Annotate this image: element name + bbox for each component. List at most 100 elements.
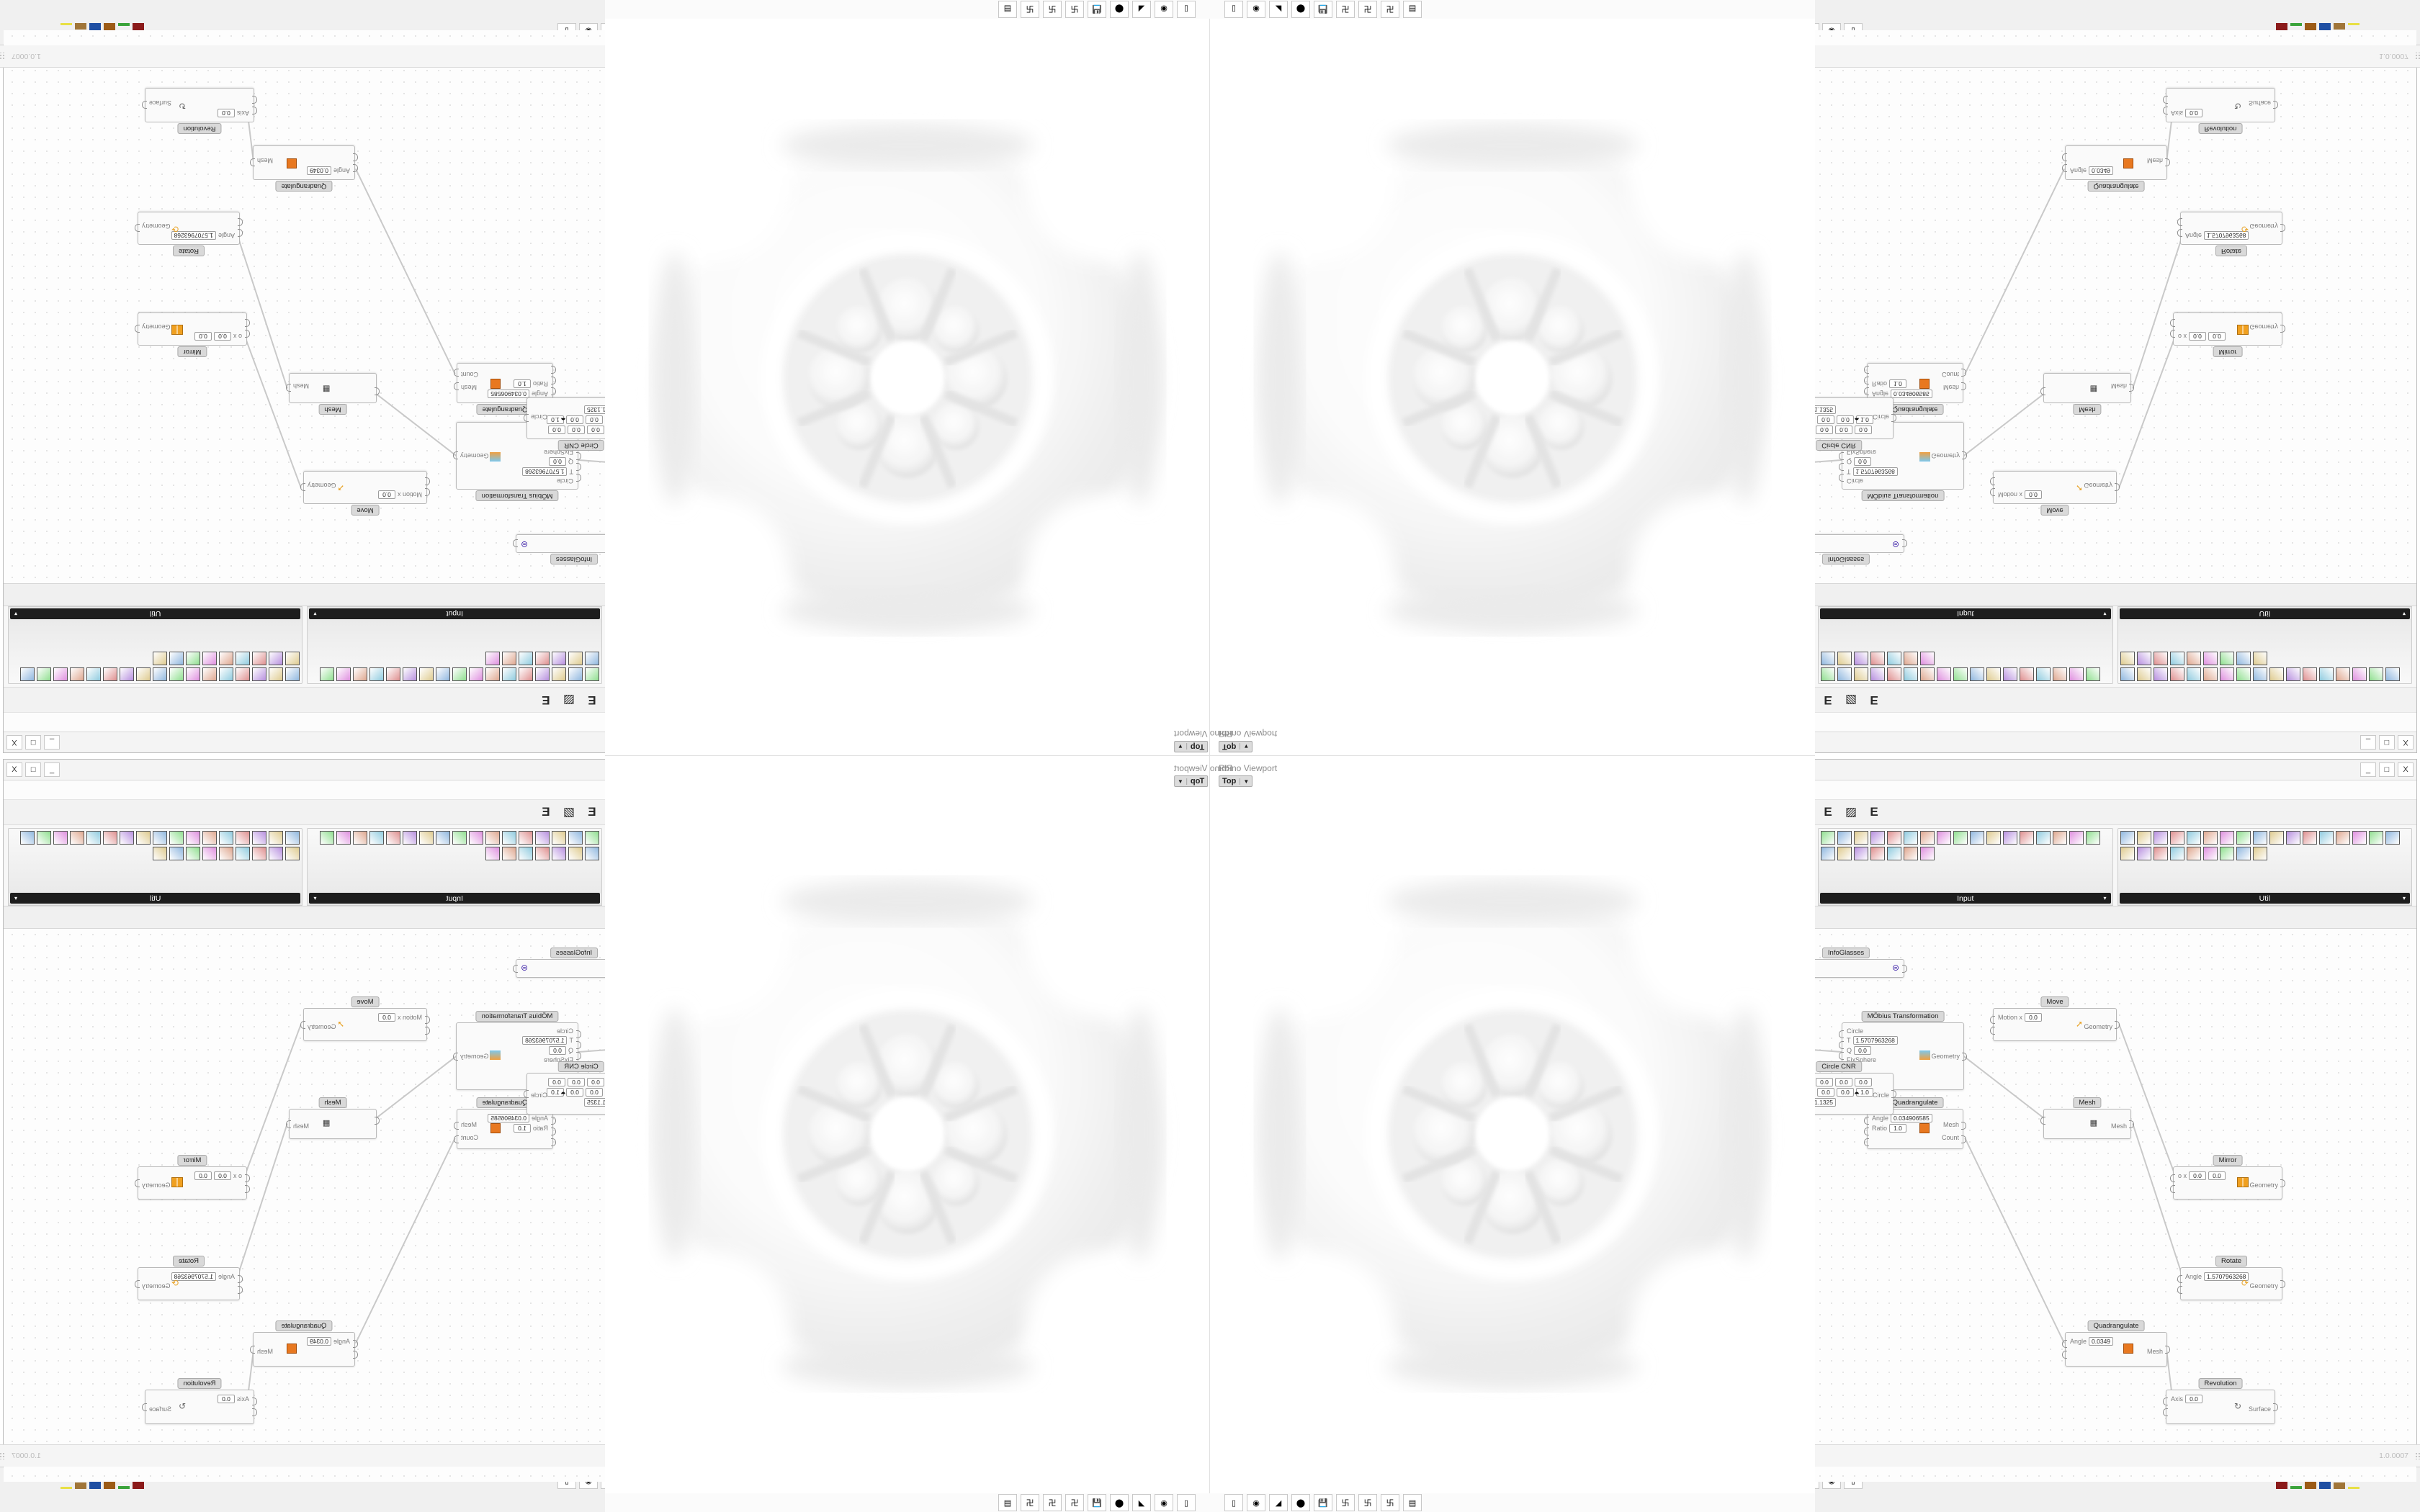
theme-blue-icon[interactable]: ◕ — [1662, 590, 1667, 600]
gh-component[interactable]: Quadrangulate Angle 0.0349 Mesh — [2062, 145, 2170, 192]
palette-item-primitive-18[interactable]: ✶ — [867, 651, 883, 666]
input-port[interactable] — [1131, 279, 1136, 287]
param-value[interactable]: 0.0 — [931, 510, 949, 519]
palette-item-primitive-8[interactable]: ⊞ — [1654, 830, 1670, 845]
input-port[interactable] — [1252, 1275, 1258, 1283]
palette-item-input-19[interactable] — [551, 846, 567, 861]
component-name[interactable]: Tangent Arcs — [1521, 247, 1573, 258]
palette-item-input-2[interactable] — [1853, 667, 1869, 682]
palette-item-util-11[interactable] — [103, 667, 119, 682]
preview-eye-icon[interactable]: ◉ — [1350, 912, 1359, 922]
palette-item-geometry-9[interactable]: ❋ — [1034, 667, 1049, 682]
theme-green-icon[interactable]: ◓ — [789, 912, 794, 922]
addon-a2-tab[interactable]: A — [864, 693, 874, 707]
gh-component[interactable]: Quadrangulate Angle 0.034906585 Ratio 1.0 Mes… — [454, 1097, 556, 1149]
gh-component[interactable]: Radians Degrees 90.0 ʳ Radians — [1291, 104, 1394, 134]
addon-grid-tab[interactable]: ▦ — [1660, 805, 1673, 819]
component-name[interactable]: Arc — [1052, 318, 1075, 328]
component-name[interactable]: Merge — [1732, 1421, 1764, 1432]
palette-item-util-2[interactable] — [252, 830, 268, 845]
param-value[interactable]: 0.0 — [217, 109, 235, 117]
input-port[interactable] — [252, 1398, 257, 1405]
palette-item-input-0[interactable] — [1820, 667, 1836, 682]
output-port[interactable] — [992, 292, 997, 300]
input-port[interactable] — [1137, 1346, 1142, 1354]
param-value[interactable]: 0.0 — [585, 1088, 603, 1097]
scissors-icon[interactable]: ✕ — [1520, 590, 1528, 600]
output-port[interactable] — [1385, 1349, 1390, 1357]
input-port[interactable] — [238, 229, 243, 237]
palette-item-primitive-14[interactable]: Ⓐ — [1753, 667, 1769, 682]
input-port[interactable] — [1615, 1318, 1621, 1326]
palette-item-input-4[interactable] — [1886, 830, 1902, 845]
gh-component[interactable]: Merge D1 D2 D3 D4 D5 ✦ Result — [1458, 1097, 1523, 1176]
output-port[interactable] — [300, 483, 305, 491]
param-value[interactable]: 0.0 — [194, 1171, 212, 1180]
palette-item-geometry-16[interactable]: Ⓓ — [918, 667, 933, 682]
addon-leaf-tab[interactable]: ◈ — [910, 693, 920, 707]
gh-component[interactable]: Rotate Angle 1.5707963268 ⟳ Geometry — [2177, 212, 2285, 256]
palette-item-input-12[interactable] — [385, 830, 401, 845]
palette-item-primitive-2[interactable]: Ⓐ — [1554, 830, 1570, 845]
input-port[interactable] — [238, 1275, 243, 1283]
output-port[interactable] — [711, 1374, 716, 1382]
palette-item-primitive-22[interactable]: ⌾ — [1604, 846, 1620, 861]
component-name[interactable]: Geometry — [822, 368, 864, 379]
red-stop-icon[interactable]: ⬤ — [1291, 1494, 1310, 1511]
palette-item-primitive-8[interactable]: ⊞ — [751, 830, 767, 845]
palette-item-util-14[interactable] — [53, 830, 69, 845]
addon-d-tab[interactable]: D — [1754, 693, 1764, 707]
maze-c-icon[interactable]: 卍 — [1336, 1494, 1355, 1511]
palette-item-geometry-13[interactable]: ⊞ — [967, 830, 983, 845]
palette-item-geometry-4[interactable]: ◈ — [1116, 830, 1132, 845]
palette-item-input-15[interactable] — [2069, 830, 2084, 845]
transform-tab[interactable]: ℮ — [1410, 693, 1419, 707]
gh-component[interactable]: Revolution Axis 0.0 ↻ Surface — [142, 1378, 257, 1424]
param-value[interactable]: 0.0 — [1337, 1133, 1355, 1141]
addon-bloom-tab[interactable]: ❁ — [1523, 805, 1534, 819]
palette-item-primitive-1[interactable]: ⬢ — [867, 667, 883, 682]
input-port[interactable] — [1864, 1117, 1869, 1125]
palette-item-geometry-23[interactable]: ✶ — [1083, 846, 1099, 861]
palette-item-input-18[interactable] — [568, 651, 583, 666]
input-port[interactable] — [238, 218, 243, 226]
component-name[interactable]: Circle CNR — [1040, 1029, 1086, 1040]
param-value[interactable]: 0.0 — [799, 1366, 816, 1374]
chevron-down-icon[interactable]: ▾ — [313, 895, 317, 901]
param-value[interactable]: 0.0 — [1337, 231, 1355, 240]
component-name[interactable]: Tangent Arcs — [847, 247, 899, 258]
component-name[interactable]: Arc — [1345, 1184, 1368, 1194]
param-value[interactable]: 0.0 — [2185, 109, 2203, 117]
input-port[interactable] — [1134, 379, 1139, 387]
palette-item-util-25[interactable] — [2252, 651, 2268, 666]
addon-b-tab[interactable]: B — [841, 805, 851, 819]
palette-item-geometry-8[interactable]: ⓘ — [1050, 830, 1066, 845]
palette-group-label[interactable]: Geometry ▾ — [908, 893, 1198, 904]
gh-component[interactable]: Tangent Arcs Circle A Circle B Radius 0.1715… — [812, 202, 934, 258]
addon-e-tab[interactable]: E — [1801, 693, 1809, 707]
param-value[interactable]: 0.0 — [1817, 415, 1835, 424]
param-value[interactable]: 0.8284271248 — [1052, 303, 1098, 312]
palette-item-primitive-26[interactable]: ➤ — [735, 846, 750, 861]
component-name[interactable]: InfoGlasses — [1821, 948, 1870, 958]
param-value[interactable]: 0.0 — [919, 521, 937, 529]
palette-item-primitive-3[interactable]: ⓘ — [834, 667, 850, 682]
palette-item-geometry-12[interactable]: ✹ — [984, 667, 1000, 682]
output-port[interactable] — [2280, 1179, 2285, 1187]
output-port[interactable] — [1639, 997, 1644, 1006]
param-value[interactable]: 0.0 — [1271, 1272, 1289, 1281]
param-value[interactable]: 0.0 — [1067, 966, 1085, 975]
param-value[interactable]: 0.0 — [907, 963, 925, 971]
palette-item-input-3[interactable] — [534, 667, 550, 682]
sets-tab[interactable]: Y — [1139, 693, 1148, 707]
search-scope-icon[interactable]: 🔍 — [1464, 912, 1476, 922]
input-port[interactable] — [2163, 1398, 2168, 1405]
input-port[interactable] — [866, 1220, 871, 1228]
param-value[interactable]: 0.4 — [721, 1294, 739, 1302]
param-value[interactable]: 0.0 — [799, 138, 816, 146]
gh-component[interactable]: Merge D1 D2 D3 D4 D5 ✦ Result — [897, 1097, 962, 1176]
chevron-down-icon[interactable]: ▾ — [2402, 895, 2406, 901]
gh-component[interactable]: Move Motion x -0.4142135624 -0.4142135624 ➚ G… — [727, 274, 871, 323]
palette-item-util-15[interactable] — [37, 667, 53, 682]
input-port[interactable] — [1549, 295, 1554, 303]
